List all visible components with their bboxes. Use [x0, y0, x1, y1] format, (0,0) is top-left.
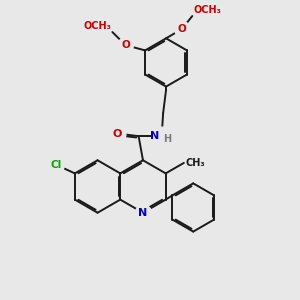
Text: OCH₃: OCH₃: [194, 4, 222, 15]
Text: OCH₃: OCH₃: [83, 21, 111, 31]
Text: Cl: Cl: [50, 160, 62, 170]
Text: O: O: [177, 24, 186, 34]
Text: CH₃: CH₃: [185, 158, 205, 168]
Text: N: N: [138, 208, 148, 218]
Text: O: O: [112, 128, 122, 139]
Text: N: N: [150, 131, 160, 141]
Text: H: H: [163, 134, 171, 144]
Text: O: O: [121, 40, 130, 50]
